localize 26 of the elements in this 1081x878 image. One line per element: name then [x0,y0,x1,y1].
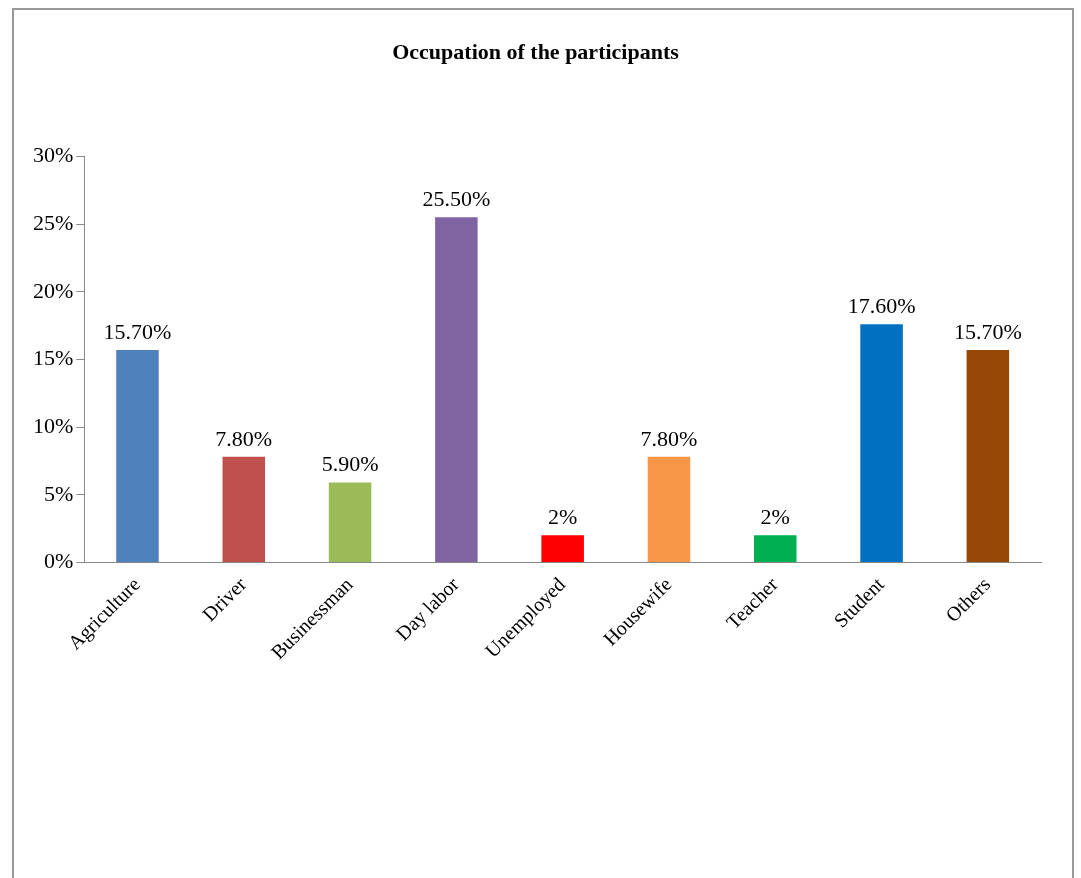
chart-title: Occupation of the participants [392,38,680,64]
data-label: 17.60% [847,292,916,318]
bar [541,535,584,562]
bar [860,324,903,562]
y-tick-label: 5% [44,480,74,506]
data-label: 7.80% [215,425,273,451]
data-label: 25.50% [422,186,491,212]
bar [116,349,159,562]
y-tick-label: 0% [44,548,74,574]
bar [328,482,372,562]
y-tick-label: 10% [33,412,74,438]
bar [754,535,797,562]
data-label: 2% [548,504,578,530]
bar [966,349,1010,562]
data-label: 15.70% [103,318,172,344]
bar [435,217,478,562]
data-label: 7.80% [640,425,698,451]
data-label: 2% [760,504,790,530]
bar [222,456,266,562]
y-tick-label: 30% [33,142,74,168]
data-label: 5.90% [321,451,379,477]
y-tick-label: 15% [33,345,74,371]
y-tick-label: 20% [33,277,74,303]
y-tick-label: 25% [33,209,74,235]
data-label: 15.70% [953,318,1022,344]
bar [647,456,691,562]
